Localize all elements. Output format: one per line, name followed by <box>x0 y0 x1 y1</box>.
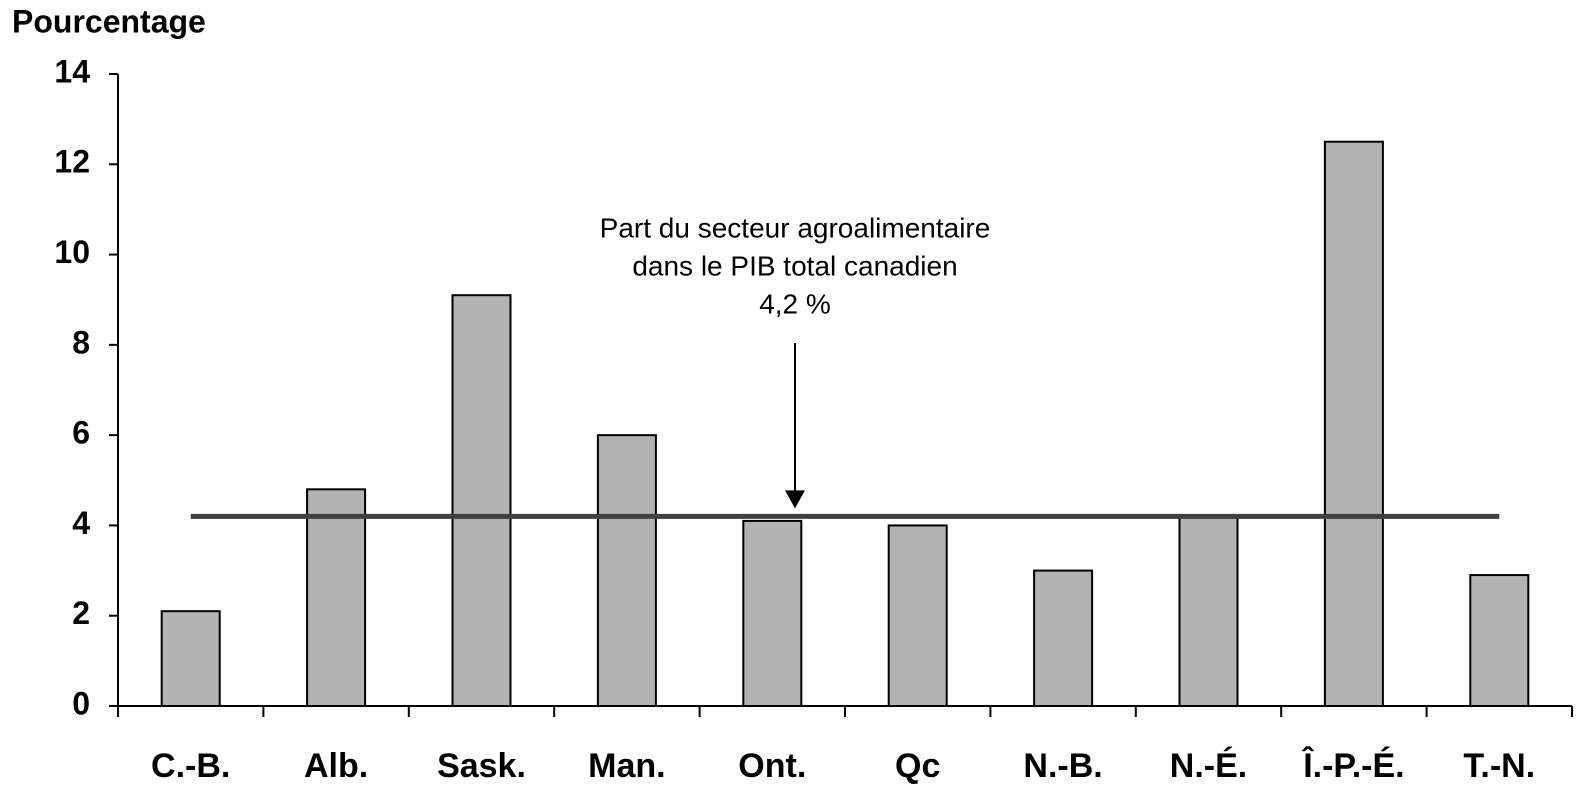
x-tick-label: Î.-P.-É. <box>1301 747 1404 785</box>
annotation-arrowhead <box>785 490 805 509</box>
y-tick-label: 8 <box>72 324 90 360</box>
y-tick-label: 4 <box>72 505 90 541</box>
bar <box>1469 574 1530 707</box>
y-tick-label: 10 <box>54 234 90 270</box>
bar <box>742 519 803 708</box>
annotation: dans le PIB total canadien <box>632 250 957 281</box>
bar <box>1178 515 1239 708</box>
x-tick-label: N.-É. <box>1170 747 1247 785</box>
bar <box>596 434 657 707</box>
x-tick-label: Man. <box>588 747 665 785</box>
x-tick-label: T.-N. <box>1463 747 1535 785</box>
x-tick-label: Sask. <box>437 747 526 785</box>
bar <box>1323 140 1384 707</box>
bar <box>160 610 221 708</box>
bar <box>306 488 367 708</box>
annotation: 4,2 % <box>759 288 831 319</box>
bar <box>451 294 512 707</box>
annotation: Part du secteur agroalimentaire <box>600 212 991 243</box>
bar <box>887 524 948 708</box>
y-tick-label: 0 <box>72 685 90 721</box>
x-tick-label: Ont. <box>738 747 806 785</box>
x-tick-label: C.-B. <box>151 747 230 785</box>
y-tick-label: 2 <box>72 595 90 631</box>
y-tick-label: 12 <box>54 144 90 180</box>
y-tick-label: 14 <box>54 53 90 89</box>
y-axis-label: Pourcentage <box>12 3 206 39</box>
x-tick-label: N.-B. <box>1023 747 1102 785</box>
x-tick-label: Alb. <box>304 747 368 785</box>
y-tick-label: 6 <box>72 415 90 451</box>
x-tick-label: Qc <box>895 747 940 785</box>
bar <box>1033 569 1094 707</box>
